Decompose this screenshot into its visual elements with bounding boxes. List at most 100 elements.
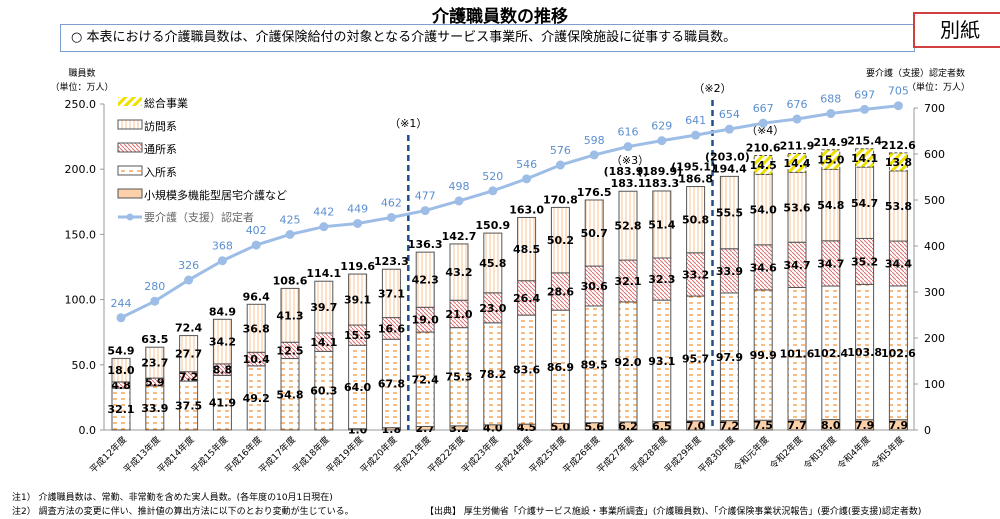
bar-value-label: 67.8 xyxy=(378,377,405,390)
line-value-label: 477 xyxy=(415,190,436,203)
x-tick-label: 令和5年度 xyxy=(869,434,907,472)
bar-value-label: 8.8 xyxy=(213,364,233,377)
bar-value-label: 33.9 xyxy=(141,402,168,415)
line-point xyxy=(893,101,903,111)
bar-segment xyxy=(314,280,334,334)
bar-total-label: 211.9 xyxy=(780,140,815,153)
bar-value-label: 8.0 xyxy=(821,419,841,432)
line-point xyxy=(589,150,599,160)
line-value-label: 616 xyxy=(618,126,639,139)
bar-value-label: 37.5 xyxy=(175,400,202,413)
line-point xyxy=(184,275,194,285)
bar-value-label: 7.9 xyxy=(889,419,909,432)
bar-value-label: 97.9 xyxy=(716,351,743,364)
bar-total-label: 72.4 xyxy=(175,322,202,335)
bar-segment xyxy=(415,251,435,308)
bar-value-label: 14.1 xyxy=(851,152,878,165)
x-tick-label: 令和4年度 xyxy=(835,434,873,472)
bar-segment xyxy=(179,335,199,373)
bar-total-label: 170.8 xyxy=(543,193,578,206)
line-point xyxy=(623,142,633,152)
bar-segment xyxy=(550,206,570,274)
bar-value-label: 36.8 xyxy=(243,322,270,335)
line-point xyxy=(555,160,565,170)
bar-segment xyxy=(381,268,401,319)
bar-value-label: 7.2 xyxy=(179,370,199,383)
annotation-label: （※3） xyxy=(611,154,649,167)
line-point xyxy=(386,212,396,222)
bar-value-label: 14.4 xyxy=(783,157,810,170)
line-value-label: 462 xyxy=(381,196,402,209)
attachment-stamp: 別紙 xyxy=(913,12,1000,48)
bar-value-label: 43.2 xyxy=(445,266,472,279)
bar-total-label: 183.1 xyxy=(611,177,646,190)
bar-value-label: 18.0 xyxy=(107,364,134,377)
y2-tick-label: 500 xyxy=(924,194,945,207)
legend-swatch xyxy=(117,119,143,130)
x-tick-label: 令和2年度 xyxy=(767,434,805,472)
bar-total-label: 54.9 xyxy=(107,344,134,357)
bar-value-label: 34.7 xyxy=(817,257,844,270)
bar-value-label: 103.8 xyxy=(847,346,882,359)
page-title: 介護職員数の推移 xyxy=(432,7,568,27)
bar-value-label: 39.7 xyxy=(310,301,337,314)
bar-value-label: 34.2 xyxy=(209,336,236,349)
bar-value-label: 64.0 xyxy=(344,381,371,394)
line-point xyxy=(860,104,870,114)
bar-value-label: 89.5 xyxy=(581,358,608,371)
bar-segment xyxy=(686,186,706,254)
y2-tick-label: 700 xyxy=(924,102,945,115)
line-value-label: 654 xyxy=(719,108,740,121)
bar-value-label: 27.7 xyxy=(175,348,202,361)
bar-value-label: 50.2 xyxy=(547,234,574,247)
bar-value-label: 55.5 xyxy=(716,207,743,220)
bar-value-label: 26.4 xyxy=(513,292,540,305)
bar-value-label: 78.2 xyxy=(479,368,506,381)
bar-value-label: 54.7 xyxy=(851,197,878,210)
bar-value-label: 54.0 xyxy=(750,204,777,217)
care-recipients-line xyxy=(120,104,899,320)
bar-value-label: 23.0 xyxy=(479,302,506,315)
bar-value-label: 7.9 xyxy=(855,419,875,432)
line-value-label: 520 xyxy=(482,170,503,183)
bar-value-label: 86.9 xyxy=(547,361,574,374)
line-point xyxy=(724,124,734,134)
bar-value-label: 102.4 xyxy=(813,347,848,360)
bar-total-label: 84.9 xyxy=(209,305,236,318)
bar-value-label: 41.9 xyxy=(209,397,236,410)
line-point xyxy=(454,196,464,206)
bar-value-label: 15.0 xyxy=(817,154,844,167)
bar-value-label: 34.7 xyxy=(783,259,810,272)
line-point xyxy=(758,118,768,128)
bar-total-label: 150.9 xyxy=(475,219,510,232)
line-point xyxy=(285,230,295,239)
line-value-label: 688 xyxy=(820,93,841,106)
line-point xyxy=(251,240,261,250)
line-value-label: 280 xyxy=(144,280,165,293)
bar-value-label: 32.3 xyxy=(648,273,675,286)
bar-segment xyxy=(246,303,266,353)
bar-total-label: 96.4 xyxy=(243,290,270,303)
line-value-label: 641 xyxy=(685,114,706,127)
line-point xyxy=(792,114,802,124)
bar-total-label: 215.4 xyxy=(847,135,882,148)
x-tick-label: 令和元年度 xyxy=(731,434,771,474)
bar-value-label: 6.2 xyxy=(618,420,638,433)
bar-value-label: 16.6 xyxy=(378,322,405,335)
legend-label: 要介護（支援）認定者 xyxy=(144,210,254,224)
annotation-label: （※4） xyxy=(746,124,784,137)
line-value-label: 449 xyxy=(347,202,368,215)
line-point xyxy=(319,222,329,232)
line-point xyxy=(420,206,430,216)
y-axis-unit: （単位：万人） xyxy=(50,81,113,93)
bar-segment xyxy=(652,190,672,259)
line-point xyxy=(488,186,498,196)
bar-value-label: 52.8 xyxy=(614,220,641,233)
bar-value-label: 34.6 xyxy=(750,261,777,274)
bar-value-label: 51.4 xyxy=(648,218,675,231)
bar-total-label: 114.1 xyxy=(306,267,341,280)
bar-value-label: 7.5 xyxy=(753,419,773,432)
line-value-label: 368 xyxy=(212,240,233,253)
bar-value-label: 33.2 xyxy=(682,268,709,281)
legend-swatch xyxy=(118,97,142,106)
